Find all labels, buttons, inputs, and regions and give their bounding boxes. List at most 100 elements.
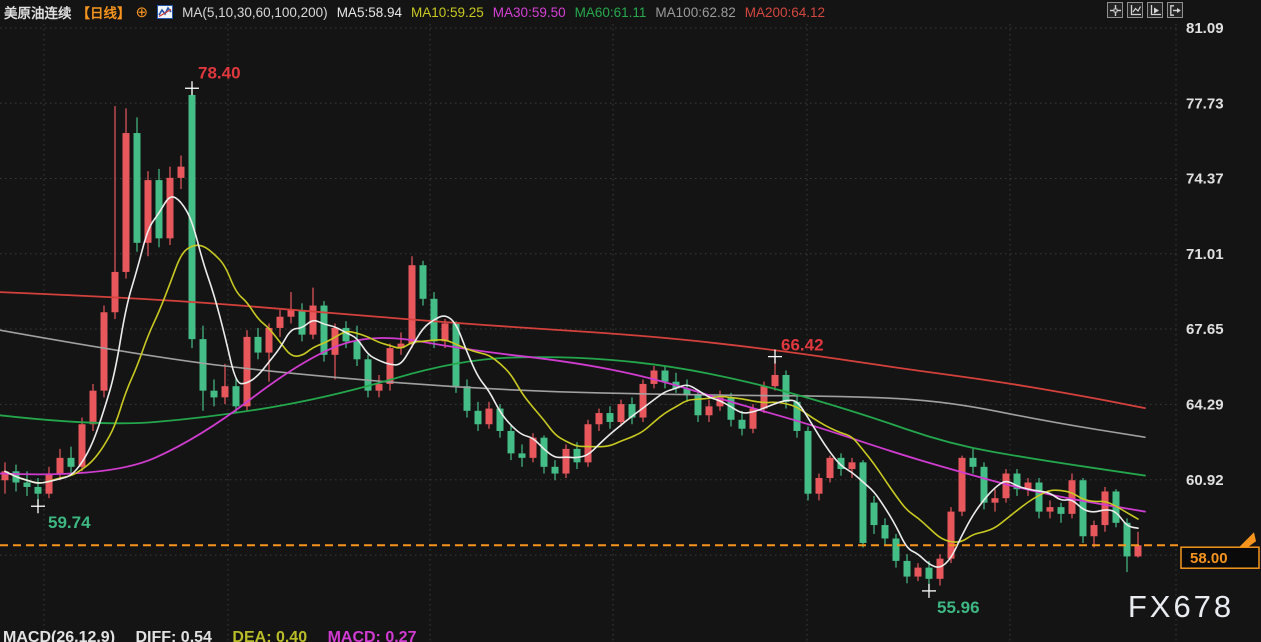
candle-body <box>210 390 218 398</box>
candle-body <box>34 486 42 494</box>
candle-body <box>848 462 856 470</box>
macd-diff-value: DIFF: 0.54 <box>135 629 212 642</box>
candle-body <box>23 482 31 487</box>
axis-tick-label: 60.92 <box>1186 472 1224 489</box>
chart-toolbar <box>1107 2 1183 18</box>
ma200-line <box>0 291 1146 410</box>
candle-body <box>1123 522 1131 557</box>
candle-body <box>991 498 999 503</box>
symbol-title: 美原油连续 <box>4 6 72 21</box>
candle-body <box>441 323 449 342</box>
candle-body <box>837 457 845 470</box>
macd-dea-value: DEA: 0.40 <box>232 629 308 642</box>
macd-params-label: MACD(26,12,9) <box>3 629 116 642</box>
candle-body <box>980 466 988 503</box>
crosshair-button[interactable] <box>1107 2 1123 18</box>
candle-body <box>903 560 911 577</box>
axis-tick-label: 71.01 <box>1186 246 1224 263</box>
candle-body <box>639 383 647 418</box>
candle-body <box>562 448 570 474</box>
ma10-legend: MA10:59.25 <box>410 4 484 20</box>
ma60-line <box>0 356 1146 477</box>
candle-body <box>1101 491 1109 526</box>
candle-body <box>760 386 768 409</box>
candle-body <box>232 386 240 407</box>
ma30-legend: MA30:59.50 <box>492 4 566 20</box>
macd-footer: MACD(26,12,9) DIFF: 0.54 DEA: 0.40 MACD:… <box>3 629 432 642</box>
candle-body <box>705 406 713 416</box>
kline-icon[interactable] <box>157 5 174 19</box>
candle-body <box>771 374 779 387</box>
candle-body <box>1024 482 1032 490</box>
circle-plus-icon[interactable]: ⊕ <box>135 3 149 21</box>
candle-body <box>1013 473 1021 490</box>
candle-body <box>463 386 471 411</box>
candle-body <box>606 413 614 423</box>
chart-play-button[interactable] <box>1147 2 1163 18</box>
candle-body <box>1046 507 1054 512</box>
watermark: FX678 <box>1128 589 1234 624</box>
candle-body <box>78 424 86 467</box>
candle-body <box>320 305 328 355</box>
price-label-box <box>1180 546 1260 569</box>
price-axis-labels: 81.09 77.73 74.37 71.01 67.65 64.29 60.92 <box>1186 20 1224 489</box>
ma200-legend: MA200:64.12 <box>744 4 826 20</box>
candle-body <box>243 336 251 407</box>
candle-body <box>298 310 306 335</box>
candle-body <box>287 310 295 317</box>
candle-body <box>826 457 834 479</box>
candle-body <box>881 525 889 539</box>
candle-body <box>551 466 559 474</box>
candle-body <box>947 511 955 559</box>
axis-chart-button[interactable] <box>1127 2 1143 18</box>
candle-body <box>749 408 757 429</box>
candle-body <box>342 327 350 342</box>
candle-body <box>474 410 482 425</box>
candle-body <box>188 94 196 340</box>
candle-body <box>45 473 53 494</box>
candle-body <box>353 341 361 360</box>
candle-body <box>727 397 735 420</box>
candle-body <box>221 386 229 398</box>
candle-body <box>1 471 9 481</box>
candle-body <box>155 180 163 239</box>
ma100-legend: MA100:62.82 <box>655 4 736 20</box>
candle-body <box>496 408 504 431</box>
ma-lines <box>0 196 1146 568</box>
candle-body <box>166 177 174 239</box>
candle-body <box>804 430 812 494</box>
price-annotation: 59.74 <box>48 513 91 532</box>
candle-body <box>375 383 383 391</box>
candle-body <box>485 408 493 425</box>
ma10-line <box>4 244 1139 543</box>
period-label[interactable]: 【日线】 <box>76 6 131 21</box>
candle-body <box>89 390 97 425</box>
candle-body <box>199 339 207 391</box>
axis-tick-label: 77.73 <box>1186 95 1224 112</box>
axis-tick-label: 81.09 <box>1186 20 1224 37</box>
candle-body <box>782 374 790 402</box>
candle-body <box>386 348 394 384</box>
candle-body <box>540 437 548 467</box>
collapse-right-button[interactable] <box>1167 2 1183 18</box>
price-label-text: 58.00 <box>1190 550 1228 567</box>
candle-body <box>67 457 75 467</box>
ma100-line <box>0 329 1146 439</box>
current-price-line: 58.00 <box>0 532 1260 569</box>
macd-macd-value: MACD: 0.27 <box>327 629 417 642</box>
axis-tick-label: 67.65 <box>1186 321 1224 338</box>
candle-body <box>650 370 658 384</box>
candle-body <box>958 457 966 512</box>
candle-body <box>815 478 823 494</box>
candle-body <box>617 404 625 423</box>
candle-body <box>1090 525 1098 537</box>
price-annotation: 78.40 <box>198 63 241 82</box>
gridlines <box>0 24 1178 642</box>
candle-body <box>1035 482 1043 512</box>
ma30-line <box>0 337 1146 513</box>
candle-body <box>859 462 867 543</box>
candle-body <box>408 265 416 344</box>
candle-body <box>265 327 273 353</box>
